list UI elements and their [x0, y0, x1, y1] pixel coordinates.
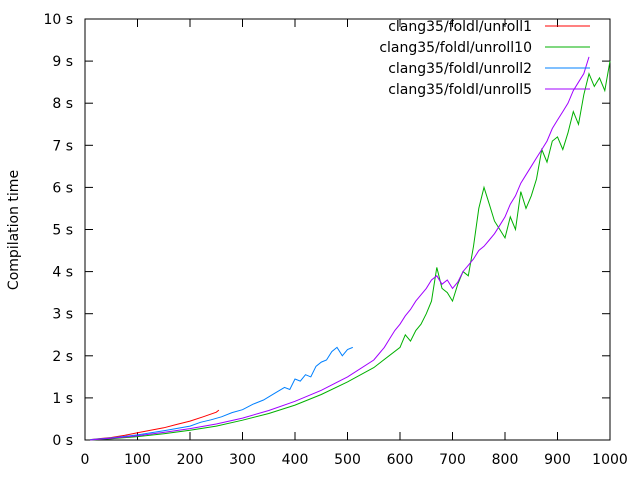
series-lines: [90, 56, 611, 441]
series-line-clang35-foldl-unroll10: [90, 61, 611, 441]
y-tick-label: 1 s: [52, 391, 73, 407]
x-tick-label: 0: [81, 452, 90, 468]
series-line-clang35-foldl-unroll2: [90, 346, 353, 441]
x-tick-label: 900: [544, 452, 571, 468]
series-line-clang35-foldl-unroll5: [90, 56, 590, 441]
y-tick-label: 8 s: [52, 96, 73, 112]
y-tick-label: 10 s: [43, 12, 73, 28]
x-tick-label: 500: [334, 452, 361, 468]
y-tick-label: 4 s: [52, 265, 73, 281]
y-tick-label: 9 s: [52, 54, 73, 70]
x-tick-label: 700: [439, 452, 466, 468]
legend-label: clang35/foldl/unroll10: [379, 40, 532, 56]
x-tick-label: 400: [282, 452, 309, 468]
y-tick-label: 6 s: [52, 180, 73, 196]
y-axis-ticks: 0 s 1 s 2 s 3 s 4 s 5 s 6 s 7 s 8 s 9 s 10 s: [43, 12, 610, 449]
x-tick-label: 300: [229, 452, 256, 468]
legend: clang35/foldl/unroll1 clang35/foldl/unrol…: [379, 19, 590, 98]
y-tick-label: 2 s: [52, 349, 73, 365]
y-tick-label: 5 s: [52, 223, 73, 239]
x-tick-label: 800: [492, 452, 519, 468]
x-axis-ticks: 0 100 200 300 400 500 600 700 800 900 1000: [81, 19, 628, 468]
legend-label: clang35/foldl/unroll5: [388, 82, 532, 98]
y-axis-label: Compilation time: [6, 170, 22, 290]
legend-label: clang35/foldl/unroll2: [388, 61, 532, 77]
y-tick-label: 3 s: [52, 307, 73, 323]
x-tick-label: 1000: [592, 452, 628, 468]
y-tick-label: 0 s: [52, 433, 73, 449]
x-tick-label: 600: [387, 452, 414, 468]
x-tick-label: 200: [177, 452, 204, 468]
y-tick-label: 7 s: [52, 138, 73, 154]
legend-label: clang35/foldl/unroll1: [388, 19, 532, 35]
x-tick-label: 100: [124, 452, 151, 468]
